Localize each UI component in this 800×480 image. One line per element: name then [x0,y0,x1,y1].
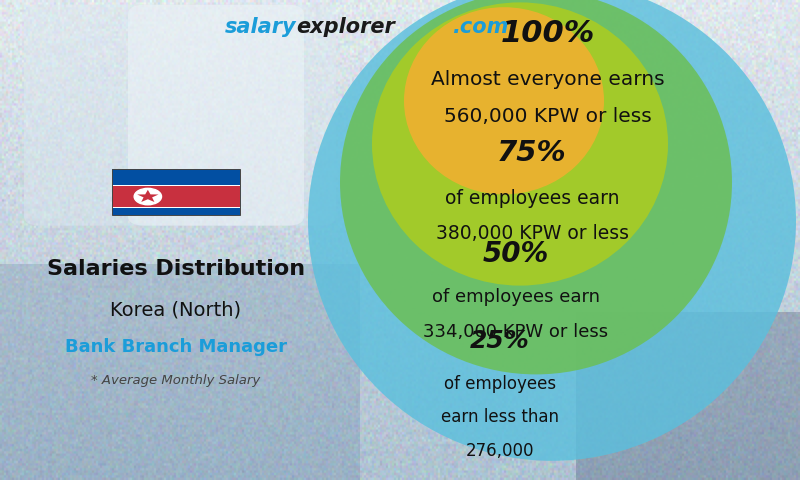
Text: 560,000 KPW or less: 560,000 KPW or less [444,107,652,126]
Text: Salaries Distribution: Salaries Distribution [47,259,305,279]
Bar [112,185,240,186]
Bar [112,208,240,215]
Text: Korea (North): Korea (North) [110,300,242,319]
Text: explorer: explorer [296,17,394,37]
Text: 380,000 KPW or less: 380,000 KPW or less [435,225,629,243]
Text: of employees: of employees [444,374,556,393]
Circle shape [134,188,162,205]
Text: Bank Branch Manager: Bank Branch Manager [65,338,287,356]
Ellipse shape [404,7,604,194]
Bar [112,207,240,208]
Text: 50%: 50% [483,240,549,268]
FancyBboxPatch shape [24,5,336,226]
Text: 75%: 75% [497,139,567,167]
Text: of employees earn: of employees earn [432,288,600,306]
Bar [112,169,240,215]
Bar [112,186,240,207]
Ellipse shape [340,0,732,374]
FancyBboxPatch shape [0,264,360,480]
Text: 25%: 25% [470,329,530,353]
Text: 276,000: 276,000 [466,442,534,460]
Text: salary: salary [224,17,296,37]
Text: Almost everyone earns: Almost everyone earns [431,71,665,89]
Bar [112,169,240,185]
Ellipse shape [308,0,796,461]
Text: .com: .com [452,17,508,37]
Text: 100%: 100% [501,19,595,48]
FancyBboxPatch shape [576,312,800,480]
Text: * Average Monthly Salary: * Average Monthly Salary [91,374,261,387]
Text: 334,000 KPW or less: 334,000 KPW or less [423,324,609,341]
FancyBboxPatch shape [128,5,304,226]
Ellipse shape [372,2,668,286]
Text: of employees earn: of employees earn [445,189,619,208]
Text: earn less than: earn less than [441,408,559,426]
Polygon shape [137,190,158,202]
